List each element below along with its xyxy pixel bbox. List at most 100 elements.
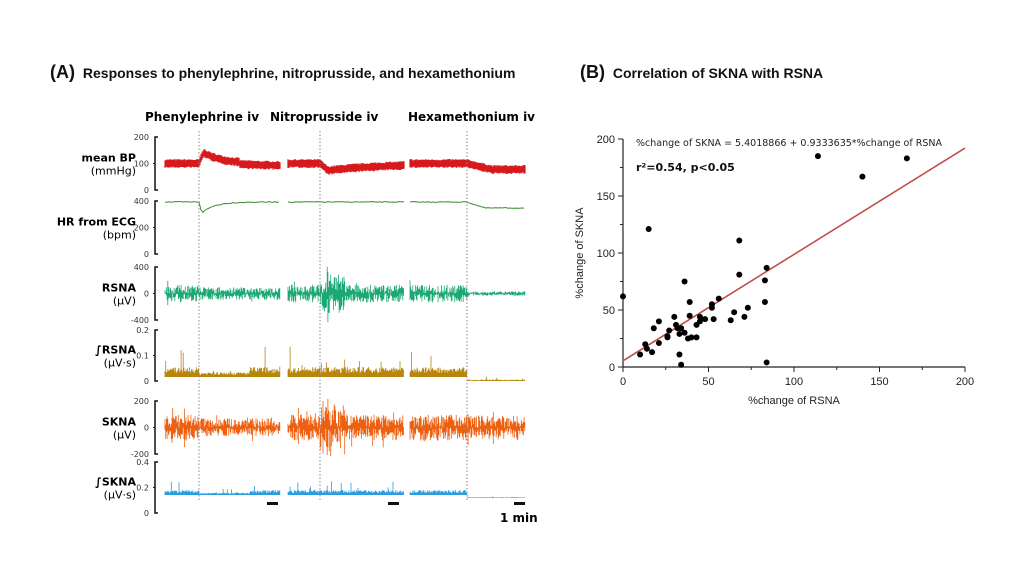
trace-tick-label: 0.2	[136, 484, 149, 493]
y-tick-label: 100	[597, 248, 615, 260]
trace-bp-1	[287, 159, 405, 175]
y-tick-label: 150	[597, 191, 615, 203]
trace-nerve-1	[287, 399, 404, 457]
regression-equation: %change of SKNA = 5.4018866 + 0.9333635*…	[636, 138, 942, 149]
trace-integrated-0	[164, 481, 281, 495]
data-point	[708, 301, 715, 308]
data-point	[643, 345, 650, 352]
trace-tick-label: -400	[131, 316, 149, 325]
data-point	[681, 278, 688, 285]
data-point	[688, 334, 695, 341]
data-point	[655, 318, 662, 325]
trace-tick-label: 0	[144, 250, 149, 259]
data-point	[763, 359, 770, 366]
panel-a-letter: (A)	[50, 62, 75, 82]
data-point	[686, 312, 693, 319]
data-point	[655, 340, 662, 347]
condition-label-hexamethonium: Hexamethonium iv	[408, 110, 535, 124]
trace-nerve-0	[164, 280, 281, 306]
trace-label-0: mean BP	[82, 152, 136, 165]
panel-b-letter: (B)	[580, 62, 605, 82]
trace-tick-label: 0.2	[136, 326, 149, 335]
data-point	[676, 330, 683, 337]
data-point	[678, 325, 685, 332]
trace-tick-label: 0	[144, 424, 149, 433]
y-tick-label: 50	[603, 305, 615, 317]
trace-integrated-2	[409, 490, 526, 498]
panel-b-title: (B) Correlation of SKNA with RSNA	[580, 62, 823, 83]
trace-label-5: ∫SKNA	[95, 476, 136, 489]
trace-unit-1: (bpm)	[103, 229, 136, 242]
scale-bar-2	[388, 502, 399, 505]
data-point	[693, 334, 700, 341]
condition-label-phenylephrine: Phenylephrine iv	[145, 110, 259, 124]
data-point	[671, 313, 678, 320]
trace-tick-label: 200	[134, 133, 149, 142]
data-point	[696, 313, 703, 320]
trace-unit-0: (mmHg)	[91, 165, 136, 178]
trace-unit-2: (µV)	[113, 295, 136, 308]
panel-a-title: (A) Responses to phenylephrine, nitropru…	[50, 62, 515, 83]
y-tick-label: 0	[609, 362, 615, 374]
trace-tick-label: 0	[144, 186, 149, 195]
trace-label-4: SKNA	[102, 416, 137, 429]
scale-bar-label: 1 min	[500, 511, 538, 525]
trace-nerve-0	[164, 408, 281, 448]
trace-tick-label: 200	[134, 224, 149, 233]
data-point	[681, 329, 688, 336]
data-point	[664, 333, 671, 340]
y-axis-label: %change of SKNA	[574, 207, 586, 299]
scale-bar-1	[267, 502, 278, 505]
panel-b-title-text: Correlation of SKNA with RSNA	[612, 65, 824, 81]
trace-tick-label: -200	[131, 450, 149, 459]
trace-label-2: RSNA	[102, 282, 137, 295]
trace-nerve-2	[409, 411, 526, 446]
data-point	[814, 153, 821, 160]
trace-label-1: HR from ECG	[57, 216, 136, 229]
x-tick-label: 200	[956, 376, 974, 388]
x-axis-label: %change of RSNA	[748, 395, 840, 407]
trace-hr-1	[287, 201, 405, 203]
trace-unit-4: (µV)	[113, 429, 136, 442]
data-point	[715, 295, 722, 302]
trace-tick-label: 0	[144, 290, 149, 299]
data-point	[649, 349, 656, 356]
trace-tick-label: 0	[144, 377, 149, 386]
condition-label-nitroprusside: Nitroprusside iv	[270, 110, 379, 124]
trace-integrated-0	[164, 346, 281, 377]
data-point	[744, 304, 751, 311]
trace-unit-3: (µV·s)	[104, 357, 136, 370]
x-tick-label: 50	[702, 376, 714, 388]
data-point	[710, 316, 717, 323]
stats-label: r²=0.54, p<0.05	[636, 161, 735, 174]
trace-tick-label: 400	[134, 197, 149, 206]
trace-tick-label: 0	[144, 509, 149, 518]
data-point	[650, 325, 657, 332]
trace-nerve-1	[287, 266, 404, 323]
data-point	[620, 293, 626, 300]
trace-bp-2	[409, 159, 526, 174]
x-tick-label: 100	[785, 376, 803, 388]
data-point	[761, 277, 768, 284]
data-point	[702, 316, 709, 323]
data-point	[727, 317, 734, 324]
data-point	[696, 318, 703, 325]
y-tick-label: 200	[597, 134, 615, 146]
data-point	[859, 173, 866, 180]
trace-tick-label: 0.1	[136, 352, 149, 361]
trace-integrated-2	[409, 351, 526, 381]
trace-tick-label: 400	[134, 263, 149, 272]
data-point	[736, 237, 743, 244]
data-point	[741, 313, 748, 320]
data-point	[676, 351, 683, 358]
regression-line	[622, 147, 966, 362]
data-point	[736, 271, 743, 278]
panel-a-title-text: Responses to phenylephrine, nitroprussid…	[82, 65, 516, 81]
trace-tick-label: 200	[134, 397, 149, 406]
trace-tick-label: 0.4	[136, 458, 149, 467]
data-point	[903, 155, 910, 162]
data-point	[637, 351, 644, 358]
trace-integrated-1	[287, 481, 404, 495]
trace-hr-0	[164, 201, 280, 214]
